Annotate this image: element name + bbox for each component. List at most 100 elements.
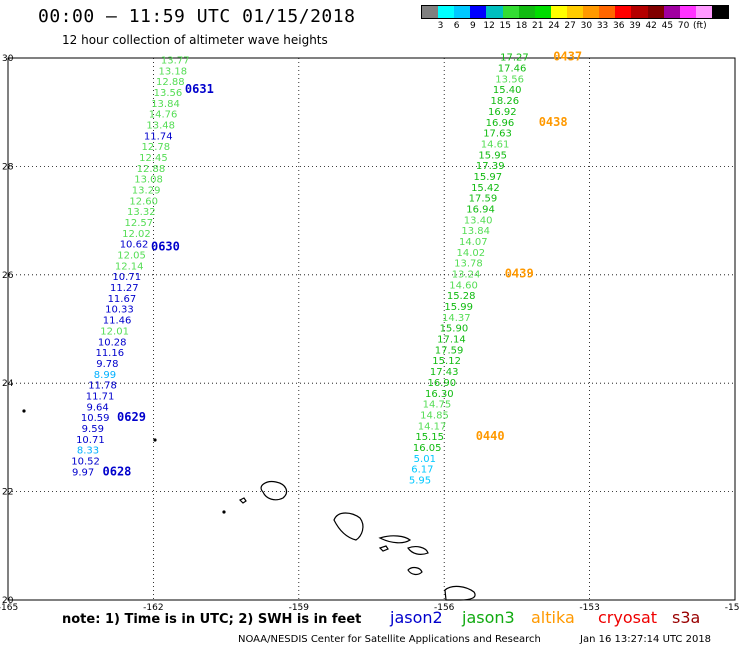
wave-height-value: 14.07: [459, 237, 488, 248]
color-swatch: [486, 6, 503, 18]
wave-height-value: 13.24: [452, 270, 481, 281]
color-scale-label: 27: [564, 21, 576, 31]
credit-line: NOAA/NESDIS Center for Satellite Applica…: [238, 634, 541, 645]
wave-height-value: 15.97: [473, 172, 502, 183]
wave-height-value: 10.71: [112, 272, 141, 283]
color-scale-label: 42: [645, 21, 657, 31]
color-scale-label: 45: [661, 21, 674, 31]
wave-height-value: 17.59: [435, 345, 464, 356]
longitude-label: -165: [0, 603, 18, 613]
wave-height-value: 13.08: [134, 175, 163, 186]
color-scale-labels: 3 6 9 12 15 18 21 24 27 30 33 36 39 42 45 70 (ft): [421, 19, 729, 33]
longitude-label: -156: [434, 603, 455, 613]
satellite-legend-jason2: jason2: [390, 608, 443, 627]
color-swatch: [711, 6, 729, 18]
wave-height-value: 17.14: [437, 335, 466, 346]
island-shape: [407, 566, 423, 576]
color-scale-label: 24: [548, 21, 560, 31]
color-scale-label: 3: [437, 21, 444, 31]
altimeter-tracks: 13.7713.1812.8813.5613.8414.7613.4811.74…: [71, 50, 582, 487]
wave-height-value: 12.60: [129, 196, 158, 207]
time-label: 0438: [539, 115, 568, 129]
wave-height-value: 9.97: [72, 467, 94, 478]
axis-labels: 30 28 26 24 22 20-165 -162 -159 -156 -153 -150: [0, 54, 740, 613]
wave-height-value: 12.57: [125, 218, 154, 229]
wave-height-value: 17.59: [469, 194, 498, 205]
color-swatch: [422, 6, 439, 18]
page-title: 00:00 – 11:59 UTC 01/15/2018: [38, 6, 356, 27]
wave-height-value: 12.05: [117, 251, 146, 262]
wave-height-value: 15.15: [415, 432, 444, 443]
time-label: 0631: [185, 82, 214, 96]
map-grid: [7, 57, 736, 601]
wave-height-value: 14.85: [420, 410, 449, 421]
island-shape: [378, 545, 389, 552]
color-swatch: [454, 6, 471, 18]
color-scale-label: 15: [499, 21, 512, 31]
wave-height-value: 9.59: [82, 424, 104, 435]
wave-height-value: 13.48: [146, 120, 175, 131]
wave-height-value: 11.46: [103, 316, 132, 327]
wave-height-value: 17.39: [476, 161, 505, 172]
color-swatch: [550, 6, 567, 18]
time-label: 0628: [103, 464, 132, 478]
wave-height-value: 14.37: [442, 313, 471, 324]
color-swatch: [518, 6, 535, 18]
wave-height-value: 10.33: [105, 305, 134, 316]
color-swatch: [438, 6, 455, 18]
latitude-label: 20: [2, 596, 14, 606]
color-scale-label: 9: [469, 21, 476, 31]
island-shape: [260, 481, 288, 501]
wave-height-value: 9.78: [96, 359, 118, 370]
wave-height-value: 16.90: [427, 378, 456, 389]
wave-height-value: 13.78: [454, 259, 483, 270]
wave-height-value: 12.78: [142, 142, 171, 153]
wave-height-value: 13.18: [158, 66, 187, 77]
latitude-label: 24: [2, 379, 14, 389]
wave-height-value: 15.28: [447, 291, 476, 302]
island-shape: [153, 438, 157, 442]
color-scale-label: 21: [531, 21, 544, 31]
page-subtitle: 12 hour collection of altimeter wave hei…: [62, 33, 328, 47]
color-scale-label: 36: [613, 21, 625, 31]
color-scale-label: 33: [596, 21, 609, 31]
wave-height-value: 12.14: [115, 261, 144, 272]
color-swatch: [534, 6, 551, 18]
wave-height-value: 5.01: [414, 454, 436, 465]
wave-height-value: 10.59: [81, 413, 110, 424]
wave-height-value: 12.02: [122, 229, 151, 240]
latitude-label: 30: [2, 54, 14, 64]
satellite-legend-s3a: s3a: [672, 608, 701, 627]
longitude-label: -150: [725, 603, 740, 613]
wave-height-value: 13.29: [132, 186, 161, 197]
wave-height-value: 11.27: [110, 283, 139, 294]
wave-height-value: 14.17: [418, 421, 447, 432]
wave-height-value: 17.27: [500, 53, 529, 64]
wave-height-value: 15.90: [440, 324, 469, 335]
wave-height-value: 17.46: [498, 64, 527, 75]
time-label: 0629: [117, 410, 146, 424]
wave-height-value: 13.77: [161, 55, 190, 66]
wave-height-value: 10.62: [120, 240, 149, 251]
wave-height-value: 15.12: [432, 356, 461, 367]
latitude-label: 22: [2, 488, 13, 498]
wave-height-value: 16.92: [488, 107, 517, 118]
wave-height-value: 12.88: [156, 77, 185, 88]
color-swatch: [583, 6, 600, 18]
island-shape: [22, 409, 26, 413]
wave-height-value: 13.32: [127, 207, 156, 218]
track-jason2: 13.7713.1812.8813.5613.8414.7613.4811.74…: [71, 55, 214, 478]
color-swatch: [470, 6, 487, 18]
longitude-label: -159: [289, 603, 310, 613]
wave-height-value: 10.28: [98, 337, 127, 348]
island-shape: [378, 535, 412, 544]
wave-height-value: 17.63: [483, 129, 512, 140]
color-scale-label: 39: [629, 21, 641, 31]
color-swatch: [502, 6, 519, 18]
satellite-legend-jason3: jason3: [462, 608, 515, 627]
wave-height-value: 12.01: [100, 326, 129, 337]
color-scale-label: 70: [677, 21, 690, 31]
color-swatch: [566, 6, 584, 18]
time-label: 0440: [476, 429, 505, 443]
